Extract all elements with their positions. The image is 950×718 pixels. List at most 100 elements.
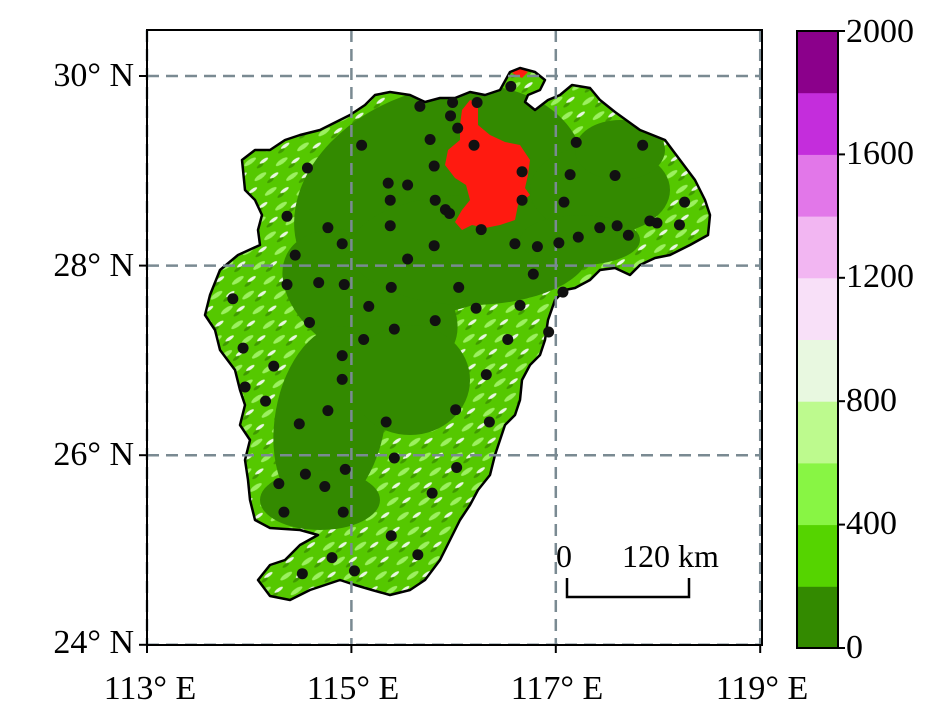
station-point <box>296 568 308 580</box>
colorbar-bin <box>797 339 838 402</box>
colorbar-label-1600: 1600 <box>846 135 914 172</box>
station-point <box>382 177 394 189</box>
y-tick-label-28: 28° N <box>53 247 134 284</box>
station-point <box>564 169 576 181</box>
station-point <box>453 281 465 293</box>
station-point <box>483 416 495 428</box>
station-point <box>468 139 480 151</box>
station-point <box>380 416 392 428</box>
station-point <box>516 194 528 206</box>
station-point <box>475 224 487 236</box>
station-point <box>385 281 397 293</box>
colorbar-bin <box>797 462 838 526</box>
station-point <box>527 268 539 280</box>
station-point <box>572 231 584 243</box>
station-point <box>281 279 293 291</box>
station-point <box>402 179 414 191</box>
station-point <box>384 220 396 232</box>
station-point <box>299 468 311 480</box>
colorbar-label-800: 800 <box>846 382 897 419</box>
scale-bar-end-label: 120 km <box>622 538 719 574</box>
station-point <box>673 219 685 231</box>
colorbar-bin <box>797 401 838 464</box>
terrain-layer <box>205 68 710 600</box>
station-point <box>268 360 280 372</box>
station-point <box>570 136 582 148</box>
station-point <box>651 217 663 229</box>
station-point <box>326 552 338 564</box>
station-point <box>402 253 414 265</box>
colorbar-border <box>796 30 839 649</box>
scale-bar-start-label: 0 <box>556 538 572 574</box>
colorbar-label-1200: 1200 <box>846 258 914 295</box>
station-point <box>356 139 368 151</box>
colorbar-bin <box>797 92 838 155</box>
x-tick-label-117: 117° E <box>510 670 604 707</box>
station-point <box>336 373 348 385</box>
station-point <box>319 480 331 492</box>
station-point <box>480 369 492 381</box>
station-point <box>322 222 334 234</box>
station-point <box>336 238 348 250</box>
y-tick-label-26: 26° N <box>53 436 134 473</box>
station-point <box>622 229 634 241</box>
station-point <box>426 487 438 499</box>
station-point <box>444 207 456 219</box>
station-point <box>558 196 570 208</box>
lowland-area <box>575 120 665 180</box>
station-point <box>278 506 290 518</box>
x-tick-label-119: 119° E <box>715 670 809 707</box>
station-point <box>358 334 370 346</box>
station-point <box>637 139 649 151</box>
station-point <box>348 565 360 577</box>
station-point <box>514 299 526 311</box>
station-point <box>447 97 459 109</box>
station-point <box>451 462 463 474</box>
colorbar-label-2000: 2000 <box>846 13 914 50</box>
axes-frame <box>139 29 763 653</box>
colorbar <box>796 30 845 649</box>
station-point <box>384 194 396 206</box>
station-point <box>289 249 301 261</box>
station-point <box>363 300 375 312</box>
station-point <box>239 381 251 393</box>
station-points <box>227 80 691 580</box>
x-tick-label-115: 115° E <box>306 670 400 707</box>
station-point <box>470 302 482 314</box>
station-point <box>293 418 305 430</box>
station-point <box>339 463 351 475</box>
station-point <box>281 210 293 222</box>
station-point <box>445 110 457 122</box>
station-point <box>424 134 436 146</box>
station-point <box>303 316 315 328</box>
station-point <box>509 238 521 250</box>
scale-bar-line <box>565 578 691 599</box>
province-terrain <box>203 66 712 602</box>
station-point <box>531 241 543 253</box>
station-point <box>428 240 440 252</box>
station-point <box>679 196 691 208</box>
colorbar-bin <box>797 216 838 279</box>
station-point <box>428 160 440 172</box>
station-point <box>611 220 623 232</box>
lowland-area <box>350 325 470 435</box>
colorbar-bin <box>797 524 838 587</box>
station-point <box>505 80 517 92</box>
lowland-area <box>260 470 380 530</box>
station-point <box>313 277 325 289</box>
colorbar-label-0: 0 <box>846 629 863 666</box>
station-point <box>237 342 249 354</box>
station-point <box>450 404 462 416</box>
station-point <box>338 279 350 291</box>
station-point <box>609 170 621 182</box>
station-point <box>388 323 400 335</box>
station-point <box>260 395 272 407</box>
station-point <box>388 452 400 464</box>
station-point <box>322 405 334 417</box>
station-point <box>471 97 483 109</box>
station-point <box>452 122 464 134</box>
station-point <box>429 315 441 327</box>
station-point <box>516 166 528 178</box>
